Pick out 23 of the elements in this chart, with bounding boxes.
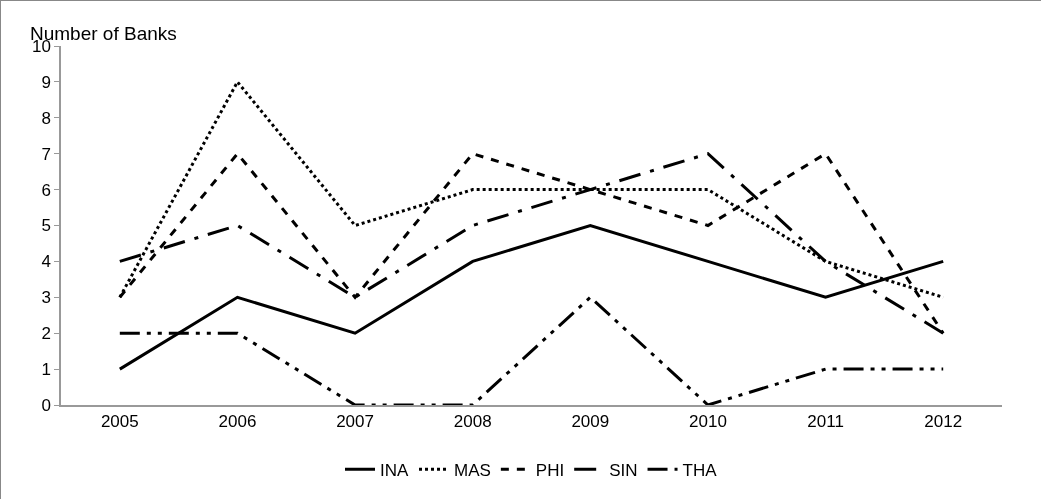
x-tick-label: 2008 [453,412,492,432]
legend-label: THA [682,460,718,480]
y-tick-label: 9 [41,72,51,92]
y-tick-label: 3 [41,288,51,308]
x-tick-label: 2010 [689,412,727,432]
x-tick-label: 2006 [218,412,257,432]
y-tick-label: 8 [41,108,51,128]
y-tick-label: 6 [41,180,51,200]
y-tick-label: 0 [41,395,51,415]
y-tick-label: 4 [41,252,51,272]
x-tick-label: 2005 [100,412,139,432]
x-tick-label: 2007 [336,412,374,432]
legend-label: INA [380,460,409,480]
y-tick-label: 7 [41,144,51,164]
x-tick-label: 2009 [571,412,610,432]
legend-label: MAS [454,460,491,480]
x-tick-label: 2012 [924,412,963,432]
legend-label: SIN [609,460,638,480]
legend-label: PHI [535,460,565,480]
y-tick-label: 1 [41,360,51,380]
y-tick-label: 5 [41,216,51,236]
x-tick-label: 2011 [807,412,844,432]
y-tick-label: 2 [41,324,51,344]
